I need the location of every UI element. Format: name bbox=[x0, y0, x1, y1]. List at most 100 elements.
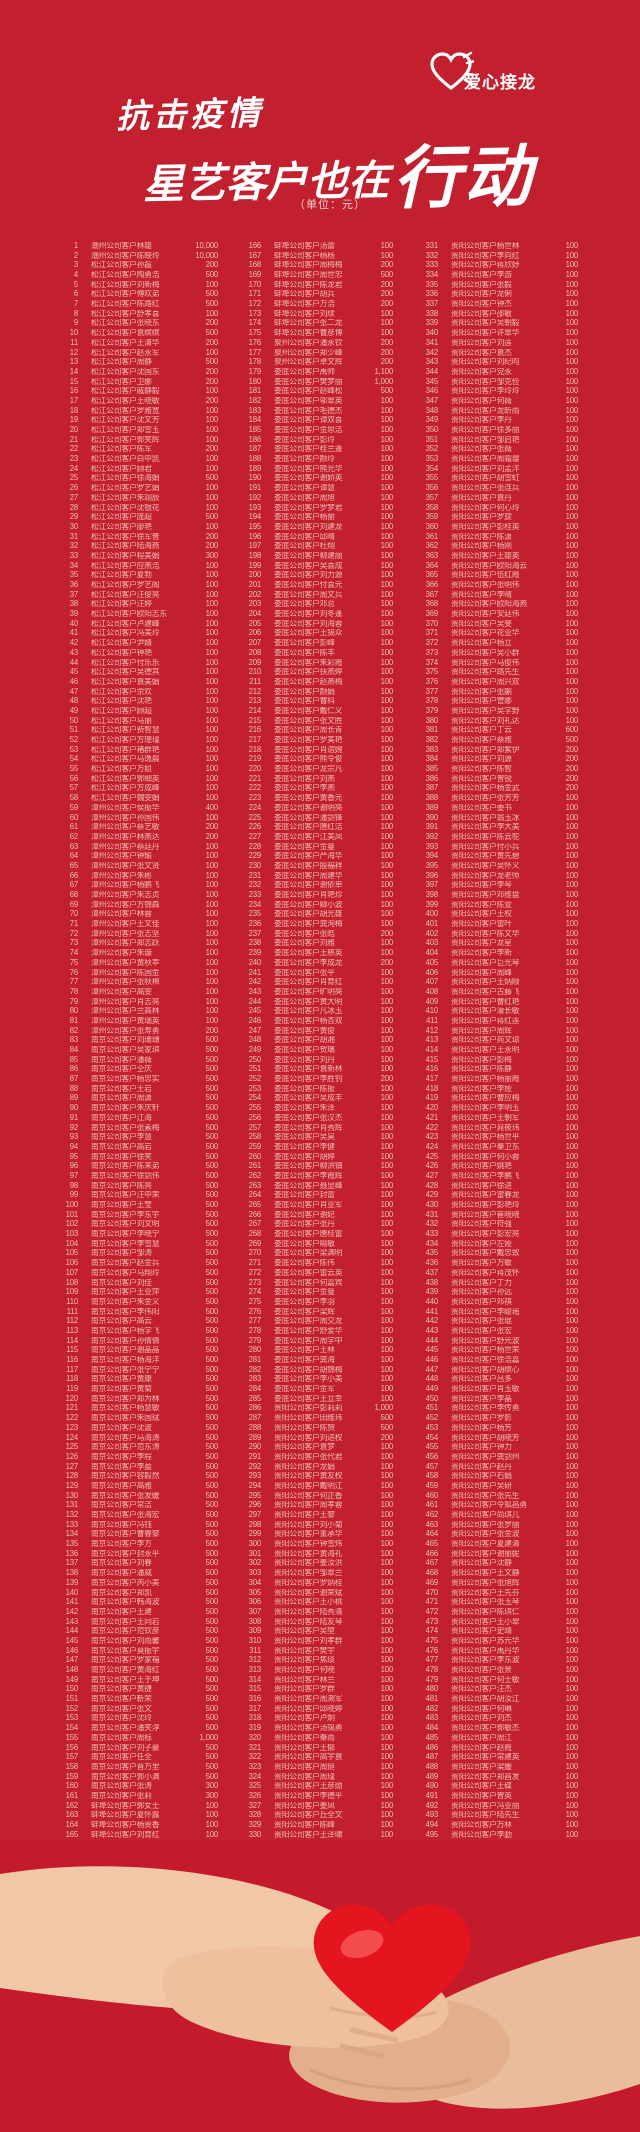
donor-index: 353 bbox=[425, 454, 439, 464]
donor-row: 464 贵阳公司客户张金波 100 bbox=[420, 1529, 579, 1539]
donor-index: 358 bbox=[425, 502, 439, 512]
donor-row: 416 贵阳公司客户陈静 100 bbox=[420, 1064, 579, 1074]
donor-index: 271 bbox=[248, 1258, 262, 1268]
donor-name: 贵阳公司客户罗炳桂 bbox=[274, 1578, 343, 1587]
donor-amount: 500 bbox=[205, 357, 219, 367]
donor-name: 贵阳公司客户张薇 bbox=[451, 445, 512, 454]
donor-row: 324 贵阳公司客户周瑾 100 bbox=[243, 1772, 394, 1782]
donor-amount: 100 bbox=[380, 1093, 394, 1103]
donor-index: 153 bbox=[65, 1713, 79, 1723]
donor-amount: 200 bbox=[565, 773, 579, 783]
donor-row: 483 贵阳公司客户刘杰 100 bbox=[420, 1714, 579, 1724]
donor-row: 453 贵阳公司客户杨芳 100 bbox=[420, 1423, 579, 1433]
donor-index: 94 bbox=[69, 1141, 78, 1151]
donor-name: 贵阳公司客户樊宇 bbox=[274, 1646, 335, 1655]
donor-row: 119 南京公司客户黄菊 500 bbox=[60, 1384, 218, 1394]
donor-amount: 300 bbox=[205, 550, 219, 560]
donor-index: 162 bbox=[65, 1800, 79, 1810]
donor-index: 215 bbox=[248, 715, 262, 725]
donor-row: 338 贵阳公司客户邵敏 100 bbox=[420, 309, 579, 319]
donor-row: 429 贵阳公司客户雷春龙 100 bbox=[420, 1190, 579, 1200]
donor-amount: 100 bbox=[380, 1713, 394, 1723]
donor-name: 贵阳公司客户王郁 bbox=[274, 1743, 335, 1752]
donor-row: 419 贵阳公司客户曹应梅 100 bbox=[420, 1094, 579, 1104]
donor-row: 230 娄底公司客户殷福祥 100 bbox=[243, 861, 394, 871]
donor-row: 326 贵阳公司客户李德平 100 bbox=[243, 1791, 394, 1801]
donor-name: 娄底公司客户胡湘 bbox=[274, 1036, 335, 1045]
donor-row: 248 娄底公司客户胡湘 100 bbox=[243, 1035, 394, 1045]
donor-row: 68 漳州公司客户朱志贞 100 bbox=[60, 890, 218, 900]
donor-name: 南京公司客户朱金义 bbox=[91, 1297, 160, 1306]
donor-amount: 100 bbox=[380, 1490, 394, 1500]
donor-index: 278 bbox=[248, 1325, 262, 1335]
donor-amount: 100 bbox=[380, 1200, 394, 1209]
donor-name: 娄底公司客户张皓 bbox=[274, 929, 335, 938]
donor-amount: 100 bbox=[565, 1161, 579, 1171]
donor-amount: 100 bbox=[380, 764, 394, 774]
donor-amount: 100 bbox=[380, 1238, 394, 1248]
donor-row: 168 蚌埠公司客户周梅梅 200 bbox=[243, 260, 394, 270]
donor-row: 208 娄底公司客户陈丰 100 bbox=[243, 648, 394, 658]
donor-row: 367 贵阳公司客户李晴 100 bbox=[420, 590, 579, 600]
donor-amount: 100 bbox=[565, 657, 579, 667]
donor-amount: 500 bbox=[205, 1413, 219, 1423]
donor-index: 150 bbox=[65, 1684, 79, 1694]
donor-amount: 100 bbox=[380, 1674, 394, 1684]
donor-row: 62 漳州公司客户林燕达 200 bbox=[60, 832, 218, 842]
donor-row: 37 松江公司客户汪俊亮 100 bbox=[60, 590, 218, 600]
donor-index: 212 bbox=[248, 686, 262, 696]
donor-index: 214 bbox=[248, 705, 262, 715]
donor-index: 397 bbox=[425, 880, 439, 890]
donor-amount: 500 bbox=[205, 1045, 219, 1054]
donor-amount: 100 bbox=[205, 919, 219, 929]
donor-name: 贵阳公司客户邹克俭 bbox=[451, 377, 520, 386]
donor-amount: 100 bbox=[380, 754, 394, 764]
donor-row: 116 南京公司客户杨海洋 500 bbox=[60, 1355, 218, 1365]
donor-index: 193 bbox=[248, 502, 262, 512]
donor-amount: 100 bbox=[380, 512, 394, 522]
donor-row: 54 松江公司客户马逸晨 100 bbox=[60, 754, 218, 764]
donor-amount: 100 bbox=[565, 822, 579, 832]
donor-amount: 100 bbox=[565, 570, 579, 580]
donor-row: 340 贵阳公司客户许翠华 100 bbox=[420, 328, 579, 338]
donor-amount: 100 bbox=[565, 1238, 579, 1248]
donor-row: 494 贵阳公司客户万林 100 bbox=[420, 1820, 579, 1830]
donor-row: 209 娄底公司客户朱彩霞 100 bbox=[243, 658, 394, 668]
donor-index: 60 bbox=[69, 812, 78, 822]
donor-name: 漳州公司客户王文佳 bbox=[91, 920, 160, 928]
donor-index: 75 bbox=[69, 957, 78, 967]
donor-name: 松江公司客户魏雯娟 bbox=[91, 794, 160, 802]
donor-name: 贵阳公司客户徐多丽 bbox=[451, 426, 520, 434]
donor-name: 娄底公司客户肖亚军 bbox=[274, 1201, 343, 1209]
donor-name: 娄底公司客户胡光雄 bbox=[274, 910, 343, 919]
donor-index: 6 bbox=[73, 289, 78, 299]
donor-row: 434 贵阳公司客户左娅 100 bbox=[420, 1238, 579, 1249]
donor-index: 365 bbox=[425, 570, 439, 580]
donor-name: 贵阳公司客户李新 bbox=[451, 949, 512, 957]
donor-amount: 100 bbox=[565, 260, 579, 270]
donor-name: 贵阳公司客户王雄英 bbox=[451, 551, 520, 560]
donor-name: 松江公司客户廖艳 bbox=[91, 522, 152, 531]
donor-amount: 100 bbox=[380, 899, 394, 909]
donor-amount: 100 bbox=[565, 328, 579, 338]
donor-row: 418 贵阳公司客户李娅 100 bbox=[420, 1084, 579, 1094]
donor-index: 291 bbox=[248, 1451, 262, 1461]
donor-name: 贵阳公司客户何晓 bbox=[274, 1666, 335, 1674]
donor-row: 164 蚌埠公司客户杨贵香 100 bbox=[60, 1820, 219, 1830]
donor-index: 118 bbox=[66, 1374, 78, 1384]
donor-name: 娄底公司客户周文兵 bbox=[274, 590, 343, 599]
donor-row: 108 南京公司客户刘佳 500 bbox=[60, 1278, 219, 1288]
donor-name: 南京公司客户冯钰 bbox=[91, 1520, 152, 1529]
donor-amount: 100 bbox=[380, 318, 394, 328]
donor-name: 松江公司客户陶勇浩 bbox=[91, 271, 160, 279]
donor-name: 娄底公司客户刘雅 bbox=[274, 939, 335, 948]
donor-index: 23 bbox=[69, 454, 78, 464]
donor-name: 南京公司客户封永平 bbox=[91, 1549, 160, 1558]
donor-amount: 100 bbox=[565, 899, 579, 909]
donor-name: 娄底公司客户罗梦君 bbox=[274, 503, 343, 512]
donor-amount: 100 bbox=[205, 890, 219, 899]
donor-amount: 600 bbox=[565, 725, 579, 735]
donor-index: 39 bbox=[69, 609, 78, 619]
donor-index: 21 bbox=[69, 434, 78, 444]
donor-index: 197 bbox=[248, 541, 262, 551]
